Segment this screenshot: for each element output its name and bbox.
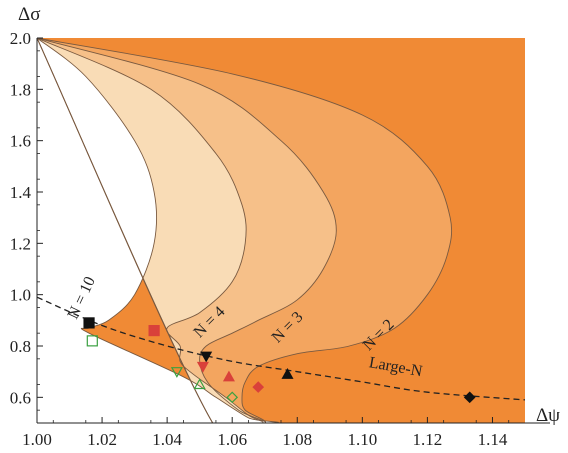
marker-square [83, 317, 95, 329]
y-tick-label: 1.4 [10, 183, 32, 202]
x-tick-label: 1.02 [87, 430, 117, 449]
x-tick-label: 1.00 [22, 430, 52, 449]
boundary-2 [37, 38, 337, 423]
region-4 [37, 38, 279, 423]
marker-diamond [463, 391, 476, 404]
data-markers [83, 317, 476, 404]
marker-triangle-up [222, 370, 235, 382]
marker-triangle-up [281, 367, 294, 379]
y-tick-label: 2.0 [10, 29, 31, 48]
marker-diamond [252, 381, 265, 393]
marker-diamond [226, 391, 239, 404]
marker-triangle-down [200, 351, 213, 363]
marker-triangle-down [196, 361, 209, 373]
x-tick-label: 1.04 [152, 430, 182, 449]
boundary-3 [37, 38, 264, 423]
x-tick-label: 1.10 [347, 430, 377, 449]
large-n-line [37, 296, 525, 401]
axes: 1.00 1.02 1.04 1.06 1.08 1.10 1.12 1.14 0.6 0.8 1.… [10, 4, 560, 449]
y-axis-title: Δσ [18, 4, 40, 25]
y-tick-label: 1.6 [10, 132, 31, 151]
y-tick-label: 1.8 [10, 80, 31, 99]
marker-triangle-up [193, 378, 206, 390]
large-n-curve [37, 296, 525, 401]
marker-square [148, 325, 160, 337]
boundary-1 [37, 38, 453, 423]
x-tick-label: 1.06 [217, 430, 247, 449]
x-tick-label: 1.12 [413, 430, 443, 449]
x-axis-title: Δψ [536, 405, 560, 426]
y-tick-label: 1.0 [10, 286, 31, 305]
y-tick-label: 0.6 [10, 388, 31, 407]
marker-square [86, 335, 98, 347]
y-tick-label: 1.2 [10, 234, 31, 253]
filled-regions [37, 38, 525, 423]
x-tick-label: 1.08 [282, 430, 312, 449]
y-tick-label: 0.8 [10, 337, 31, 356]
x-tick-label: 1.14 [478, 430, 508, 449]
marker-triangle-down [170, 367, 183, 378]
